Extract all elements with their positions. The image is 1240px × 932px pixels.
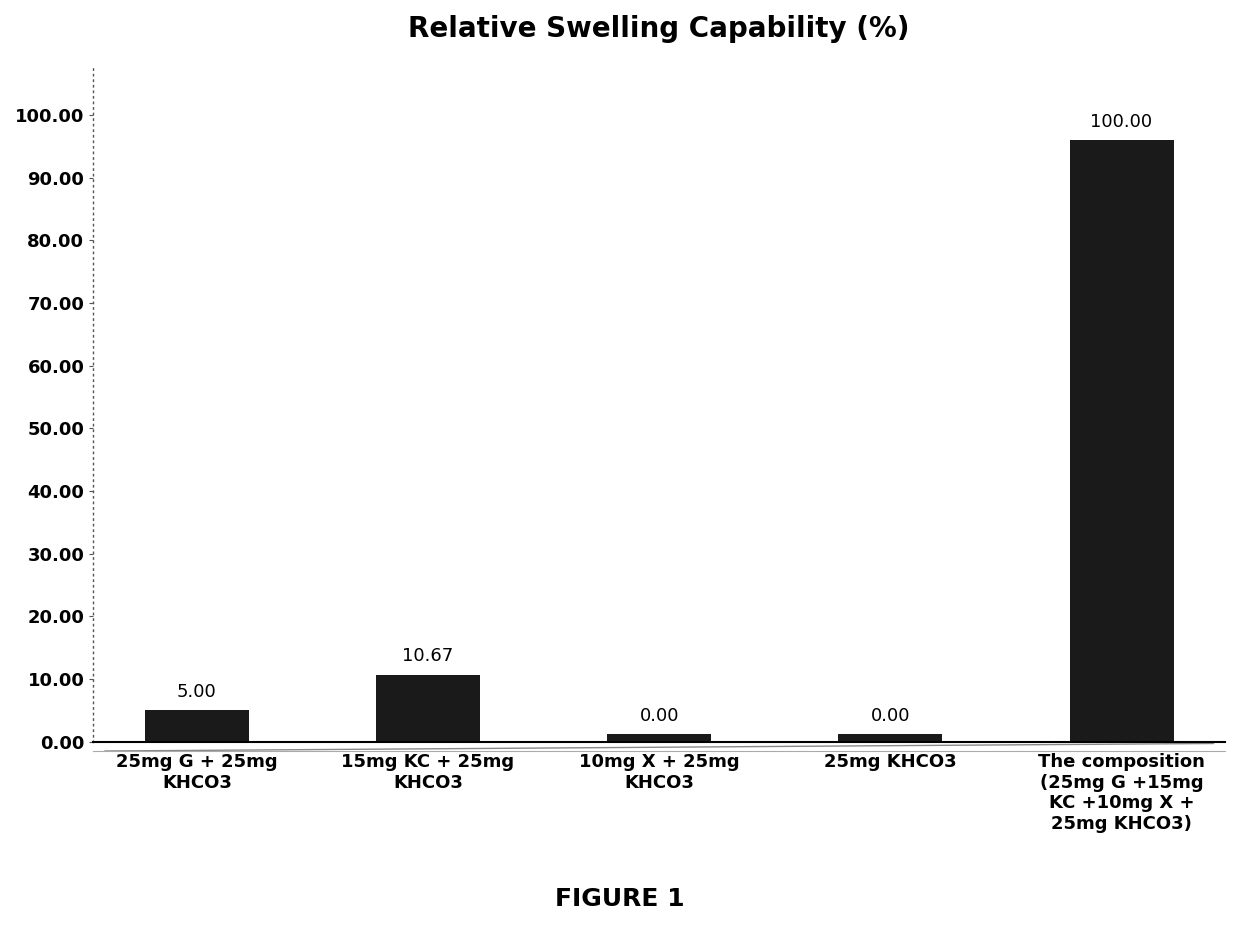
Bar xyxy=(608,734,712,742)
Text: 5.00: 5.00 xyxy=(177,683,217,701)
Title: Relative Swelling Capability (%): Relative Swelling Capability (%) xyxy=(408,15,910,43)
Bar xyxy=(1070,140,1173,742)
Bar xyxy=(145,710,249,742)
Text: FIGURE 1: FIGURE 1 xyxy=(556,887,684,911)
Text: 0.00: 0.00 xyxy=(870,706,910,725)
Text: 0.00: 0.00 xyxy=(640,706,680,725)
Text: 100.00: 100.00 xyxy=(1090,113,1153,130)
Text: 10.67: 10.67 xyxy=(403,648,454,665)
Bar xyxy=(376,675,480,742)
Bar xyxy=(838,734,942,742)
